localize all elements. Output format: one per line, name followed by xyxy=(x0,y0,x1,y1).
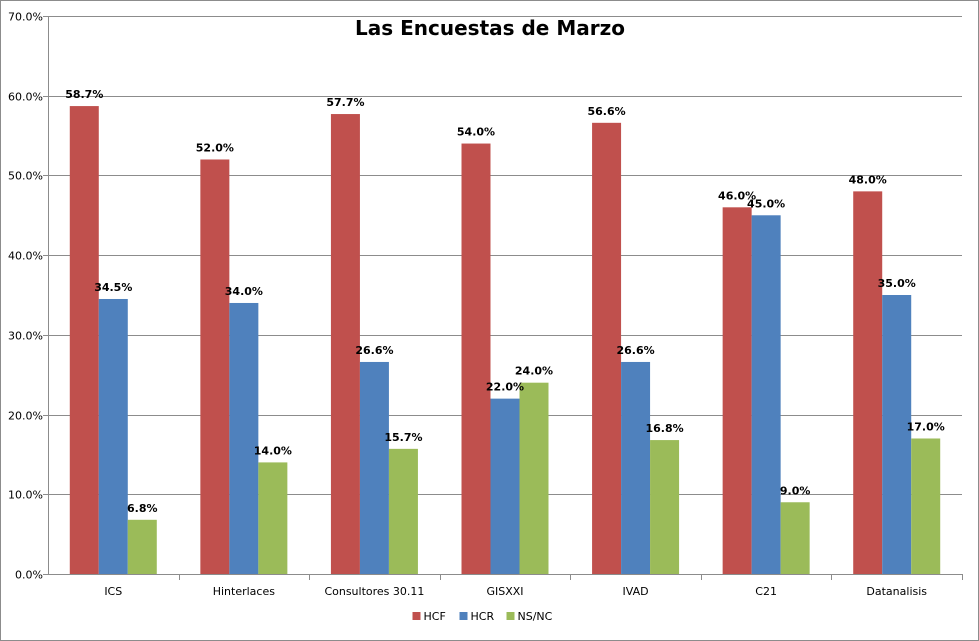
data-label: 56.6% xyxy=(587,105,625,118)
bar xyxy=(200,159,230,574)
x-tick-label: Hinterlaces xyxy=(213,585,276,598)
y-tick-label: 40.0% xyxy=(8,250,43,263)
data-label: 6.8% xyxy=(127,502,158,515)
data-label: 24.0% xyxy=(515,365,553,378)
data-label: 26.6% xyxy=(355,344,393,357)
bar xyxy=(330,114,360,574)
bar xyxy=(359,361,389,574)
bar xyxy=(621,361,651,574)
data-label: 34.0% xyxy=(225,285,263,298)
bar xyxy=(127,519,157,574)
bar xyxy=(69,106,99,574)
bar xyxy=(650,440,680,574)
legend-swatch xyxy=(412,612,421,620)
data-label: 26.6% xyxy=(616,344,654,357)
x-tick-label: Consultores 30.11 xyxy=(324,585,424,598)
bar xyxy=(388,448,418,574)
data-label: 22.0% xyxy=(486,381,524,394)
bar xyxy=(461,143,491,575)
x-tick-label: C21 xyxy=(755,585,777,598)
bar xyxy=(751,215,781,575)
bar xyxy=(229,302,259,574)
x-tick-label: ICS xyxy=(104,585,122,598)
data-label: 48.0% xyxy=(849,173,887,186)
data-label: 15.7% xyxy=(384,431,422,444)
legend: HCF HCR NS/NC xyxy=(412,610,553,623)
data-label: 57.7% xyxy=(326,96,364,109)
y-tick-label: 50.0% xyxy=(8,170,43,183)
data-label: 17.0% xyxy=(907,420,945,433)
data-label: 58.7% xyxy=(65,88,103,101)
data-label: 14.0% xyxy=(254,444,292,457)
bar xyxy=(519,382,549,574)
data-label: 52.0% xyxy=(196,141,234,154)
bar xyxy=(911,438,941,574)
bar xyxy=(853,191,883,574)
data-label: 34.5% xyxy=(94,281,132,294)
y-tick-label: 60.0% xyxy=(8,91,43,104)
data-label: 9.0% xyxy=(780,484,811,497)
bar xyxy=(98,298,128,574)
legend-label: HCF xyxy=(424,610,446,623)
axes: 0.0% 10.0% 20.0% 30.0% 40.0% 50.0% 60.0% 70.0% I… xyxy=(8,11,963,598)
bars xyxy=(69,106,941,575)
gridlines xyxy=(48,16,962,495)
y-tick-label: 0.0% xyxy=(15,569,43,582)
data-label: 45.0% xyxy=(747,197,785,210)
bar xyxy=(780,502,810,574)
data-label: 46.0% xyxy=(718,189,756,202)
legend-label: NS/NC xyxy=(518,610,553,623)
bar xyxy=(258,462,288,574)
data-label: 16.8% xyxy=(645,422,683,435)
bar xyxy=(882,295,912,574)
data-label: 54.0% xyxy=(457,126,495,139)
y-tick-label: 20.0% xyxy=(8,410,43,423)
legend-swatch xyxy=(459,612,468,620)
y-tick-label: 30.0% xyxy=(8,330,43,343)
x-tick-label: GISXXI xyxy=(486,585,523,598)
legend-swatch xyxy=(506,612,515,620)
x-tick-label: Datanalisis xyxy=(866,585,927,598)
legend-label: HCR xyxy=(471,610,495,623)
chart-title: Las Encuestas de Marzo xyxy=(355,16,625,40)
bar xyxy=(722,207,752,575)
data-labels: 58.7% 34.5% 6.8% 52.0% 34.0% 14.0% 57.7% 26.6% 1… xyxy=(65,88,945,515)
bar xyxy=(592,122,622,575)
y-tick-label: 70.0% xyxy=(8,11,43,24)
y-tick-label: 10.0% xyxy=(8,489,43,502)
data-label: 35.0% xyxy=(878,277,916,290)
bar xyxy=(490,398,520,574)
x-tick-label: IVAD xyxy=(623,585,649,598)
